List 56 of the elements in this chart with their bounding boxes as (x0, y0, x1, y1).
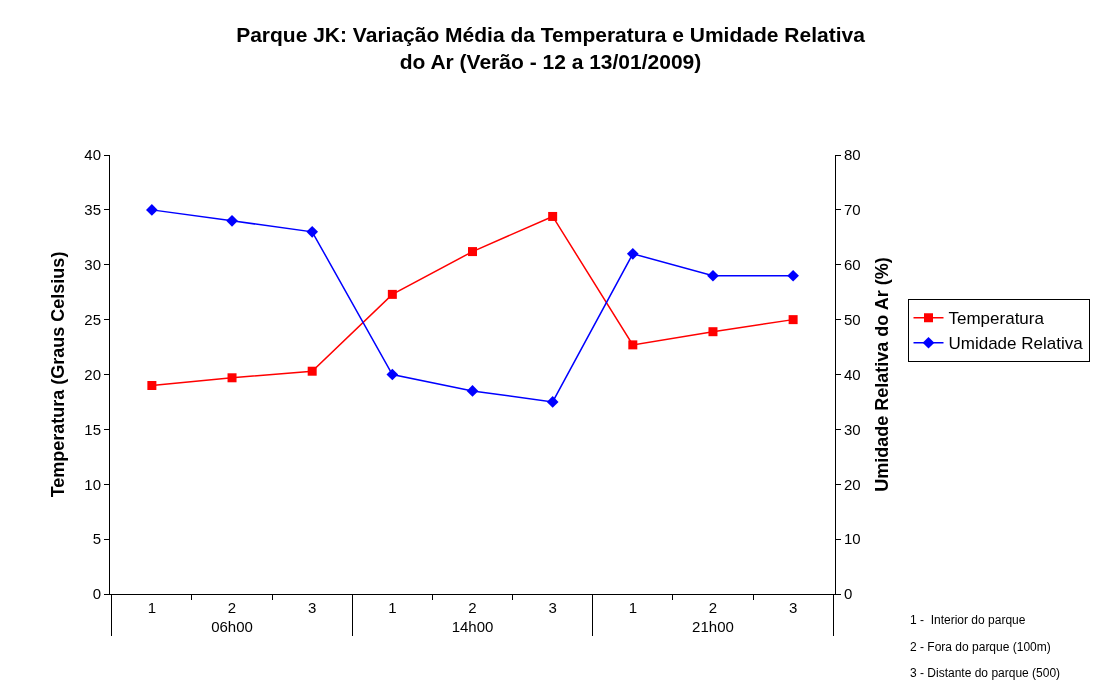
y-tick-label: 10 (84, 475, 101, 493)
x-tick-label: 1 (388, 599, 397, 616)
x-tick-label: 1 (628, 599, 637, 616)
y-tick-label: 40 (84, 146, 101, 164)
point (306, 225, 319, 238)
y2-tick-label: 40 (844, 365, 861, 383)
point (387, 289, 397, 299)
text: 14h00 (451, 618, 494, 635)
y-axis-title: Temperatura (Graus Celsius) (47, 251, 68, 498)
point (466, 385, 479, 397)
point (546, 396, 559, 408)
y-tick-label: 25 (84, 310, 101, 328)
x-tick-label: 3 (308, 599, 317, 616)
point (227, 373, 237, 383)
point (146, 204, 158, 216)
point (708, 327, 718, 337)
text: 2 - Fora do parque (100m) (910, 640, 1051, 654)
legend-label: Temperatura (948, 309, 1045, 329)
y2-tick-label: 20 (844, 475, 861, 493)
point (787, 269, 799, 282)
y-tick-label: 30 (84, 256, 101, 273)
point (788, 315, 798, 325)
y2-tick-label: 60 (844, 256, 861, 273)
point (307, 366, 317, 376)
x-tick-label: 3 (788, 599, 798, 616)
y-tick-label: 35 (84, 201, 101, 219)
point (626, 247, 639, 260)
x-tick-label: 2 (708, 599, 718, 616)
point (548, 211, 558, 221)
y2-axis-title: Umidade Relativa do Ar (%) (871, 257, 892, 492)
point (628, 340, 638, 350)
y2-tick-label: 50 (844, 310, 861, 328)
legend-label: Umidade Relativa (948, 334, 1084, 354)
y2-tick-label: 80 (844, 146, 861, 164)
y-tick-label: 15 (84, 420, 101, 438)
point (147, 380, 157, 390)
point (226, 215, 238, 227)
y2-tick-label: 10 (844, 530, 861, 548)
text: 1 - Interior do parque (910, 613, 1026, 627)
y2-tick-label: 70 (844, 201, 861, 219)
y-tick-label: 0 (92, 585, 101, 603)
text: 21h00 (692, 618, 734, 635)
point (468, 247, 477, 257)
y-tick-label: 5 (92, 530, 101, 548)
y2-tick-label: 30 (844, 420, 861, 438)
chart-title: Parque JK: Variação Média da Temperatura e Umidade Relativa do Ar (Verão - 12 a 13/01/2009) (236, 22, 866, 74)
text: 06h00 (211, 618, 253, 635)
point (707, 269, 719, 282)
x-tick-label: 1 (147, 599, 157, 616)
x-tick-label: 2 (468, 599, 477, 616)
x-tick-label: 3 (548, 599, 557, 616)
text: 3 - Distante do parque (500) (910, 666, 1061, 680)
y-tick-label: 20 (84, 365, 101, 383)
y2-tick-label: 0 (844, 585, 853, 603)
x-tick-label: 2 (227, 599, 237, 616)
point (386, 368, 399, 381)
